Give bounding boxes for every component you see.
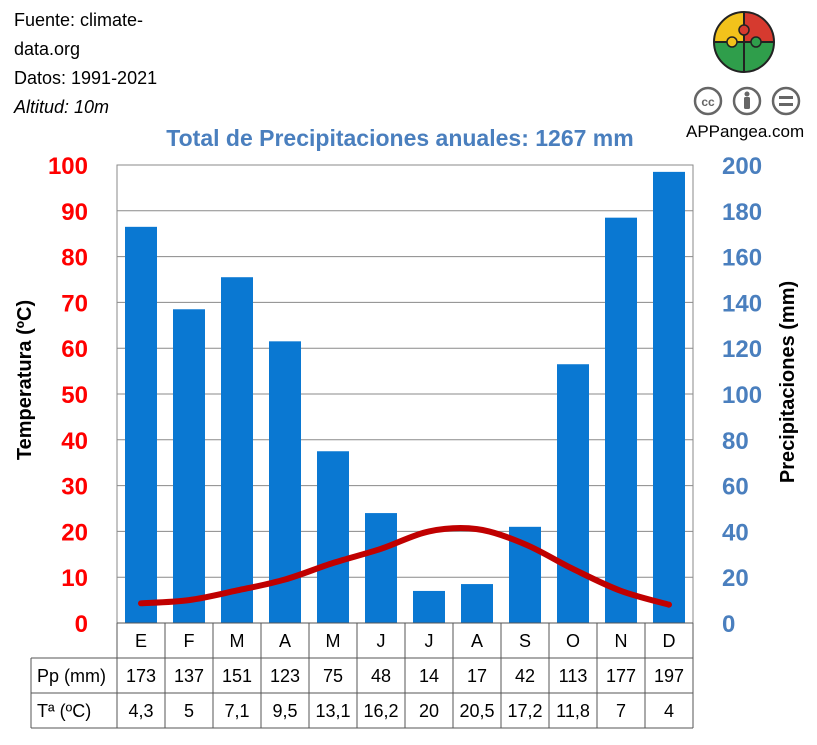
precipitation-bar xyxy=(557,364,589,623)
precipitation-tick-label: 0 xyxy=(722,611,735,638)
precipitation-bar xyxy=(173,309,205,623)
temperature-value: 16,2 xyxy=(363,701,398,721)
precipitation-bars xyxy=(125,171,685,624)
temperature-value: 20,5 xyxy=(459,701,494,721)
precipitation-value: 173 xyxy=(126,666,156,686)
precipitation-value: 137 xyxy=(174,666,204,686)
temperature-value: 20 xyxy=(419,701,439,721)
creative-commons-badge: cc xyxy=(693,86,801,121)
precipitation-tick-label: 180 xyxy=(722,199,762,226)
svg-text:cc: cc xyxy=(701,95,715,109)
source-line-1: Fuente: climate- xyxy=(14,10,144,30)
temperature-tick-label: 60 xyxy=(61,336,88,363)
table-row-header: Pp (mm) xyxy=(37,666,106,686)
temperature-value: 7,1 xyxy=(224,701,249,721)
precipitation-tick-label: 100 xyxy=(722,382,762,409)
temperature-value: 17,2 xyxy=(507,701,542,721)
temperature-tick-label: 20 xyxy=(61,519,88,546)
precipitation-bar xyxy=(653,171,685,623)
temperature-tick-label: 40 xyxy=(61,428,88,455)
precipitation-value: 177 xyxy=(606,666,636,686)
altitude: Altitud: 10m xyxy=(14,97,110,117)
month-label: E xyxy=(135,631,147,651)
temperature-axis: 0 10 20 30 40 50 60 70 80 90 100 xyxy=(48,153,88,638)
chart-title: Total de Precipitaciones anuales: 1267 m… xyxy=(166,125,634,151)
temperature-value: 11,8 xyxy=(556,701,590,721)
month-label: F xyxy=(184,631,195,651)
source-info: Fuente: climate- data.org Datos: 1991-20… xyxy=(14,6,204,122)
temperature-tick-label: 80 xyxy=(61,245,88,272)
precipitation-tick-label: 160 xyxy=(722,245,762,272)
temperature-value: 4 xyxy=(664,701,674,721)
precipitation-tick-label: 40 xyxy=(722,519,749,546)
month-label: A xyxy=(471,631,483,651)
temperature-value: 9,5 xyxy=(272,701,297,721)
table-row-header: Tª (ºC) xyxy=(37,701,91,721)
precipitation-value: 123 xyxy=(270,666,300,686)
precipitation-axis: 0 20 40 60 80 100 120 140 160 180 200 xyxy=(722,153,762,638)
precipitation-bar xyxy=(365,513,397,623)
no-derivatives-icon xyxy=(771,86,801,116)
temperature-value: 7 xyxy=(616,701,626,721)
month-label: J xyxy=(377,631,386,651)
precipitation-value: 17 xyxy=(467,666,487,686)
month-label: M xyxy=(326,631,341,651)
precipitation-bar xyxy=(317,451,349,623)
month-label: J xyxy=(425,631,434,651)
precipitation-tick-label: 200 xyxy=(722,153,762,180)
precipitation-value: 151 xyxy=(222,666,252,686)
temperature-axis-label: Temperatura (ºC) xyxy=(14,300,36,460)
appangea-logo xyxy=(712,10,776,79)
attribution-icon xyxy=(732,86,762,116)
temperature-value: 5 xyxy=(184,701,194,721)
month-label: M xyxy=(230,631,245,651)
precipitation-bar xyxy=(461,584,493,623)
precipitation-value: 42 xyxy=(515,666,535,686)
precipitation-axis-label: Precipitaciones (mm) xyxy=(777,281,799,483)
temperature-tick-label: 30 xyxy=(61,474,88,501)
temperature-value: 4,3 xyxy=(128,701,153,721)
source-line-2: data.org xyxy=(14,39,81,59)
temperature-line xyxy=(138,525,672,608)
brand-url: APPangea.com xyxy=(686,122,805,141)
month-label: S xyxy=(519,631,531,651)
precipitation-value: 75 xyxy=(323,666,343,686)
precipitation-value: 14 xyxy=(419,666,439,686)
precipitation-tick-label: 80 xyxy=(722,428,749,455)
grid xyxy=(116,164,694,624)
temperature-tick-label: 90 xyxy=(61,199,88,226)
month-label: A xyxy=(279,631,291,651)
precipitation-bar xyxy=(413,590,445,623)
cc-icon: cc xyxy=(693,86,723,116)
temperature-value: 13,1 xyxy=(315,701,350,721)
month-label: O xyxy=(566,631,580,651)
precipitation-value: 197 xyxy=(654,666,684,686)
precipitation-bar xyxy=(125,226,157,623)
precipitation-tick-label: 120 xyxy=(722,336,762,363)
temperature-tick-label: 50 xyxy=(61,382,88,409)
temperature-tick-label: 0 xyxy=(75,611,88,638)
precipitation-value: 48 xyxy=(371,666,391,686)
month-label: D xyxy=(663,631,676,651)
data-period: Datos: 1991-2021 xyxy=(14,68,158,88)
precipitation-bar xyxy=(221,277,253,623)
precipitation-tick-label: 140 xyxy=(722,290,762,317)
temperature-tick-label: 10 xyxy=(61,565,88,592)
month-label: N xyxy=(615,631,628,651)
precipitation-tick-label: 60 xyxy=(722,474,749,501)
precipitation-bar xyxy=(605,217,637,624)
temperature-tick-label: 70 xyxy=(61,290,88,317)
temperature-curve xyxy=(138,525,672,608)
precipitation-tick-label: 20 xyxy=(722,565,749,592)
temperature-tick-label: 100 xyxy=(48,153,88,180)
precipitation-value: 113 xyxy=(559,666,588,686)
